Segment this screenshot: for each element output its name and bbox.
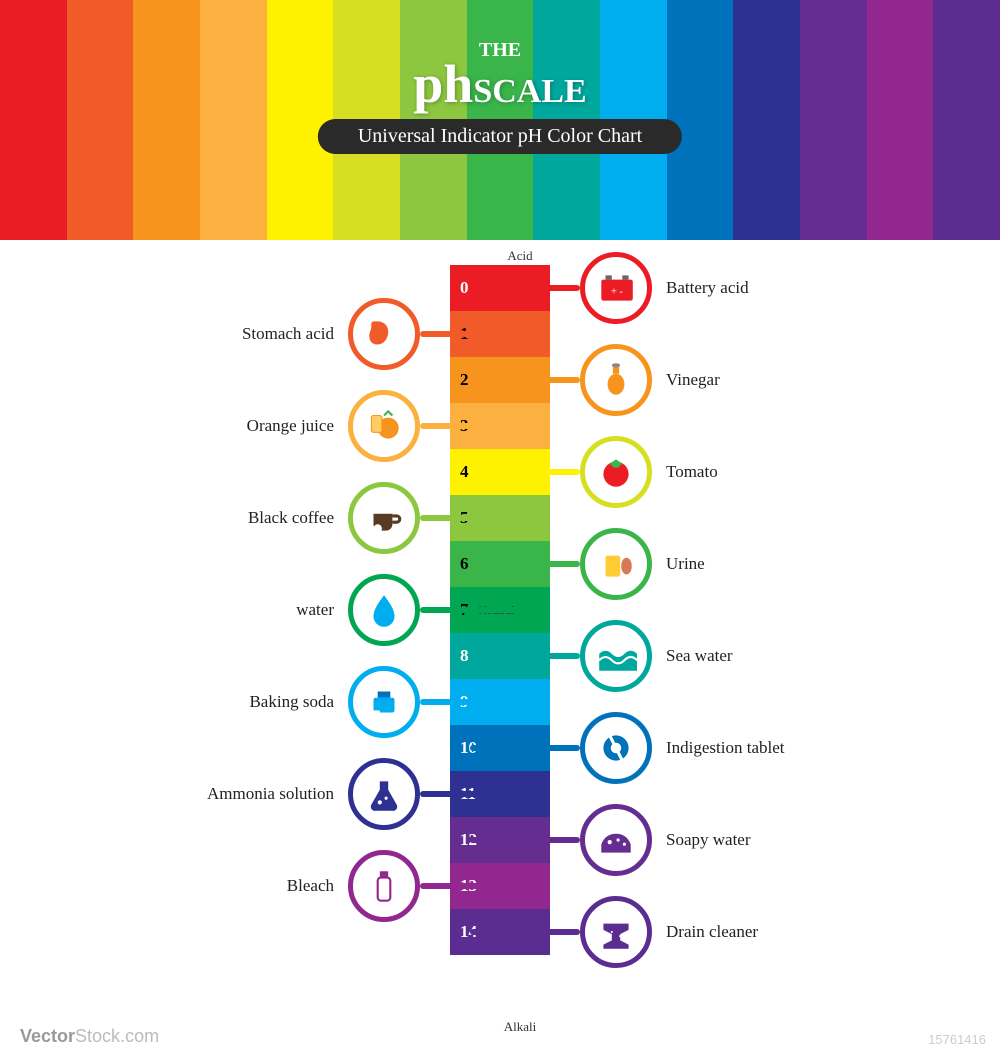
item-urine: Urine bbox=[520, 528, 719, 600]
header-stripe bbox=[67, 0, 134, 240]
water-icon bbox=[348, 574, 420, 646]
item-label: Indigestion tablet bbox=[666, 738, 785, 758]
header-stripe bbox=[200, 0, 267, 240]
item-label: Black coffee bbox=[248, 508, 334, 528]
item-bleach: Bleach bbox=[273, 850, 480, 922]
connector bbox=[420, 791, 530, 797]
item-label: Urine bbox=[666, 554, 705, 574]
item-label: Stomach acid bbox=[242, 324, 334, 344]
flask-icon bbox=[348, 758, 420, 830]
item-baking-soda: Baking soda bbox=[235, 666, 480, 738]
header-stripe bbox=[133, 0, 200, 240]
header-stripe bbox=[0, 0, 67, 240]
item-label: Tomato bbox=[666, 462, 718, 482]
item-sea-water: Sea water bbox=[520, 620, 747, 692]
watermark: VectorStock.com bbox=[20, 1026, 159, 1047]
item-vinegar: Vinegar bbox=[520, 344, 734, 416]
item-label: Ammonia solution bbox=[207, 784, 334, 804]
tomato-icon bbox=[580, 436, 652, 508]
soda-icon bbox=[348, 666, 420, 738]
item-orange-juice: Orange juice bbox=[233, 390, 480, 462]
tablet-icon bbox=[580, 712, 652, 784]
image-id: 15761416 bbox=[928, 1032, 986, 1047]
subtitle-pill: Universal Indicator pH Color Chart bbox=[318, 119, 682, 154]
header-stripe bbox=[800, 0, 867, 240]
connector bbox=[420, 331, 530, 337]
bleach-icon bbox=[348, 850, 420, 922]
item-label: Baking soda bbox=[249, 692, 334, 712]
stomach-icon bbox=[348, 298, 420, 370]
drain-icon bbox=[580, 896, 652, 968]
connector bbox=[470, 929, 580, 935]
header-stripe bbox=[867, 0, 934, 240]
connector bbox=[420, 699, 530, 705]
svg-text:+ -: + - bbox=[611, 286, 624, 297]
connector bbox=[420, 883, 530, 889]
title-block: THE pHSCALE Universal Indicator pH Color… bbox=[318, 40, 682, 154]
connector bbox=[470, 561, 580, 567]
connector bbox=[470, 837, 580, 843]
soap-icon bbox=[580, 804, 652, 876]
item-soapy-water: Soapy water bbox=[520, 804, 765, 876]
connector bbox=[420, 423, 530, 429]
connector bbox=[470, 745, 580, 751]
connector bbox=[470, 653, 580, 659]
item-label: water bbox=[296, 600, 334, 620]
header-stripe bbox=[733, 0, 800, 240]
ph-chart: Acid 01234567Neutral891011121314 Battery… bbox=[0, 260, 1000, 1017]
item-label: Sea water bbox=[666, 646, 733, 666]
orange-icon bbox=[348, 390, 420, 462]
item-drain-cleaner: Drain cleaner bbox=[520, 896, 772, 968]
item-stomach-acid: Stomach acid bbox=[228, 298, 480, 370]
title-sup: THE bbox=[318, 40, 682, 60]
item-label: Bleach bbox=[287, 876, 334, 896]
battery-icon: + - bbox=[580, 252, 652, 324]
connector bbox=[470, 285, 580, 291]
sea-icon bbox=[580, 620, 652, 692]
connector bbox=[470, 469, 580, 475]
item-water: water bbox=[282, 574, 480, 646]
connector bbox=[420, 607, 530, 613]
connector bbox=[470, 377, 580, 383]
alkali-label: Alkali bbox=[504, 1019, 537, 1035]
item-label: Orange juice bbox=[247, 416, 334, 436]
header-stripe bbox=[933, 0, 1000, 240]
urine-icon bbox=[580, 528, 652, 600]
vinegar-icon bbox=[580, 344, 652, 416]
item-ammonia-solution: Ammonia solution bbox=[193, 758, 480, 830]
item-tomato: Tomato bbox=[520, 436, 732, 508]
item-black-coffee: Black coffee bbox=[234, 482, 480, 554]
item-label: Vinegar bbox=[666, 370, 720, 390]
item-battery-acid: Battery acid + - bbox=[520, 252, 763, 324]
connector bbox=[420, 515, 530, 521]
title-main: pHSCALE bbox=[318, 60, 682, 109]
item-indigestion-tablet: Indigestion tablet bbox=[520, 712, 799, 784]
item-label: Battery acid bbox=[666, 278, 749, 298]
coffee-icon bbox=[348, 482, 420, 554]
item-label: Soapy water bbox=[666, 830, 751, 850]
item-label: Drain cleaner bbox=[666, 922, 758, 942]
